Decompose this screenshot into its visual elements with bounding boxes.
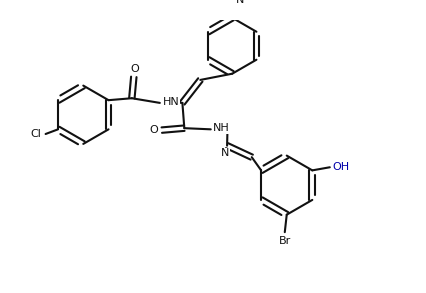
Text: N: N [235,0,244,5]
Text: Br: Br [278,236,290,246]
Text: NH: NH [213,123,230,133]
Text: N: N [220,149,229,159]
Text: OH: OH [331,162,348,172]
Text: HN: HN [163,97,179,107]
Text: Cl: Cl [30,130,41,139]
Text: O: O [149,125,158,135]
Text: O: O [130,64,138,74]
